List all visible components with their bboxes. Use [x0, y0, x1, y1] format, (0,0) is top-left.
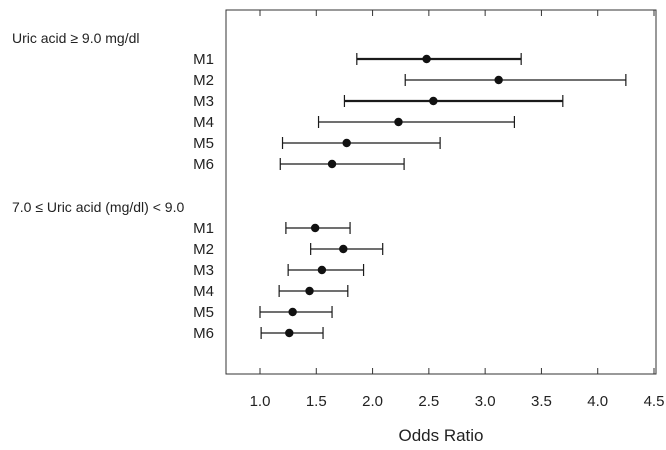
point-estimate — [317, 265, 327, 275]
x-tick-label: 2.5 — [418, 393, 439, 410]
row-label: M5 — [193, 304, 214, 321]
row-label: M6 — [193, 156, 214, 173]
x-tick-label: 3.5 — [531, 393, 552, 410]
row-label: M3 — [193, 262, 214, 279]
x-tick-label: 3.0 — [475, 393, 496, 410]
row-label: M1 — [193, 220, 214, 237]
point-estimate — [310, 223, 320, 233]
plot-marks — [259, 53, 627, 339]
row-label: M4 — [193, 283, 214, 300]
point-estimate — [394, 117, 403, 127]
plot-frame — [225, 9, 657, 375]
row-label: M1 — [193, 51, 214, 68]
top-axis — [259, 10, 655, 16]
row-labels: Uric acid ≥ 9.0 mg/dl M1 M2 M3 M4 M5 M6 7.0 ≤ U… — [12, 30, 214, 342]
row-label: M5 — [193, 135, 214, 152]
point-estimate — [342, 138, 351, 148]
x-tick-label: 4.5 — [644, 393, 665, 410]
row-label: M3 — [193, 93, 214, 110]
group-label: 7.0 ≤ Uric acid (mg/dl) < 9.0 — [12, 199, 184, 215]
row-label: M6 — [193, 325, 214, 342]
group-label: Uric acid ≥ 9.0 mg/dl — [12, 30, 140, 46]
point-estimate — [327, 159, 337, 169]
x-tick-label: 4.0 — [587, 393, 608, 410]
row-label: M2 — [193, 241, 214, 258]
x-tick-label: 2.0 — [362, 393, 383, 410]
x-axis-title: Odds Ratio — [398, 426, 483, 445]
point-estimate — [288, 307, 297, 317]
x-tick-label: 1.0 — [250, 393, 271, 410]
point-estimate — [305, 286, 314, 296]
point-estimate — [494, 75, 503, 85]
point-estimate — [285, 328, 294, 338]
row-label: M4 — [193, 114, 214, 131]
point-estimate — [429, 96, 438, 106]
x-axis: 1.0 1.5 2.0 2.5 3.0 3.5 4.0 4.5 — [250, 368, 665, 410]
row-label: M2 — [193, 72, 214, 89]
point-estimate — [339, 244, 348, 254]
point-estimate — [422, 54, 431, 64]
x-tick-label: 1.5 — [306, 393, 327, 410]
